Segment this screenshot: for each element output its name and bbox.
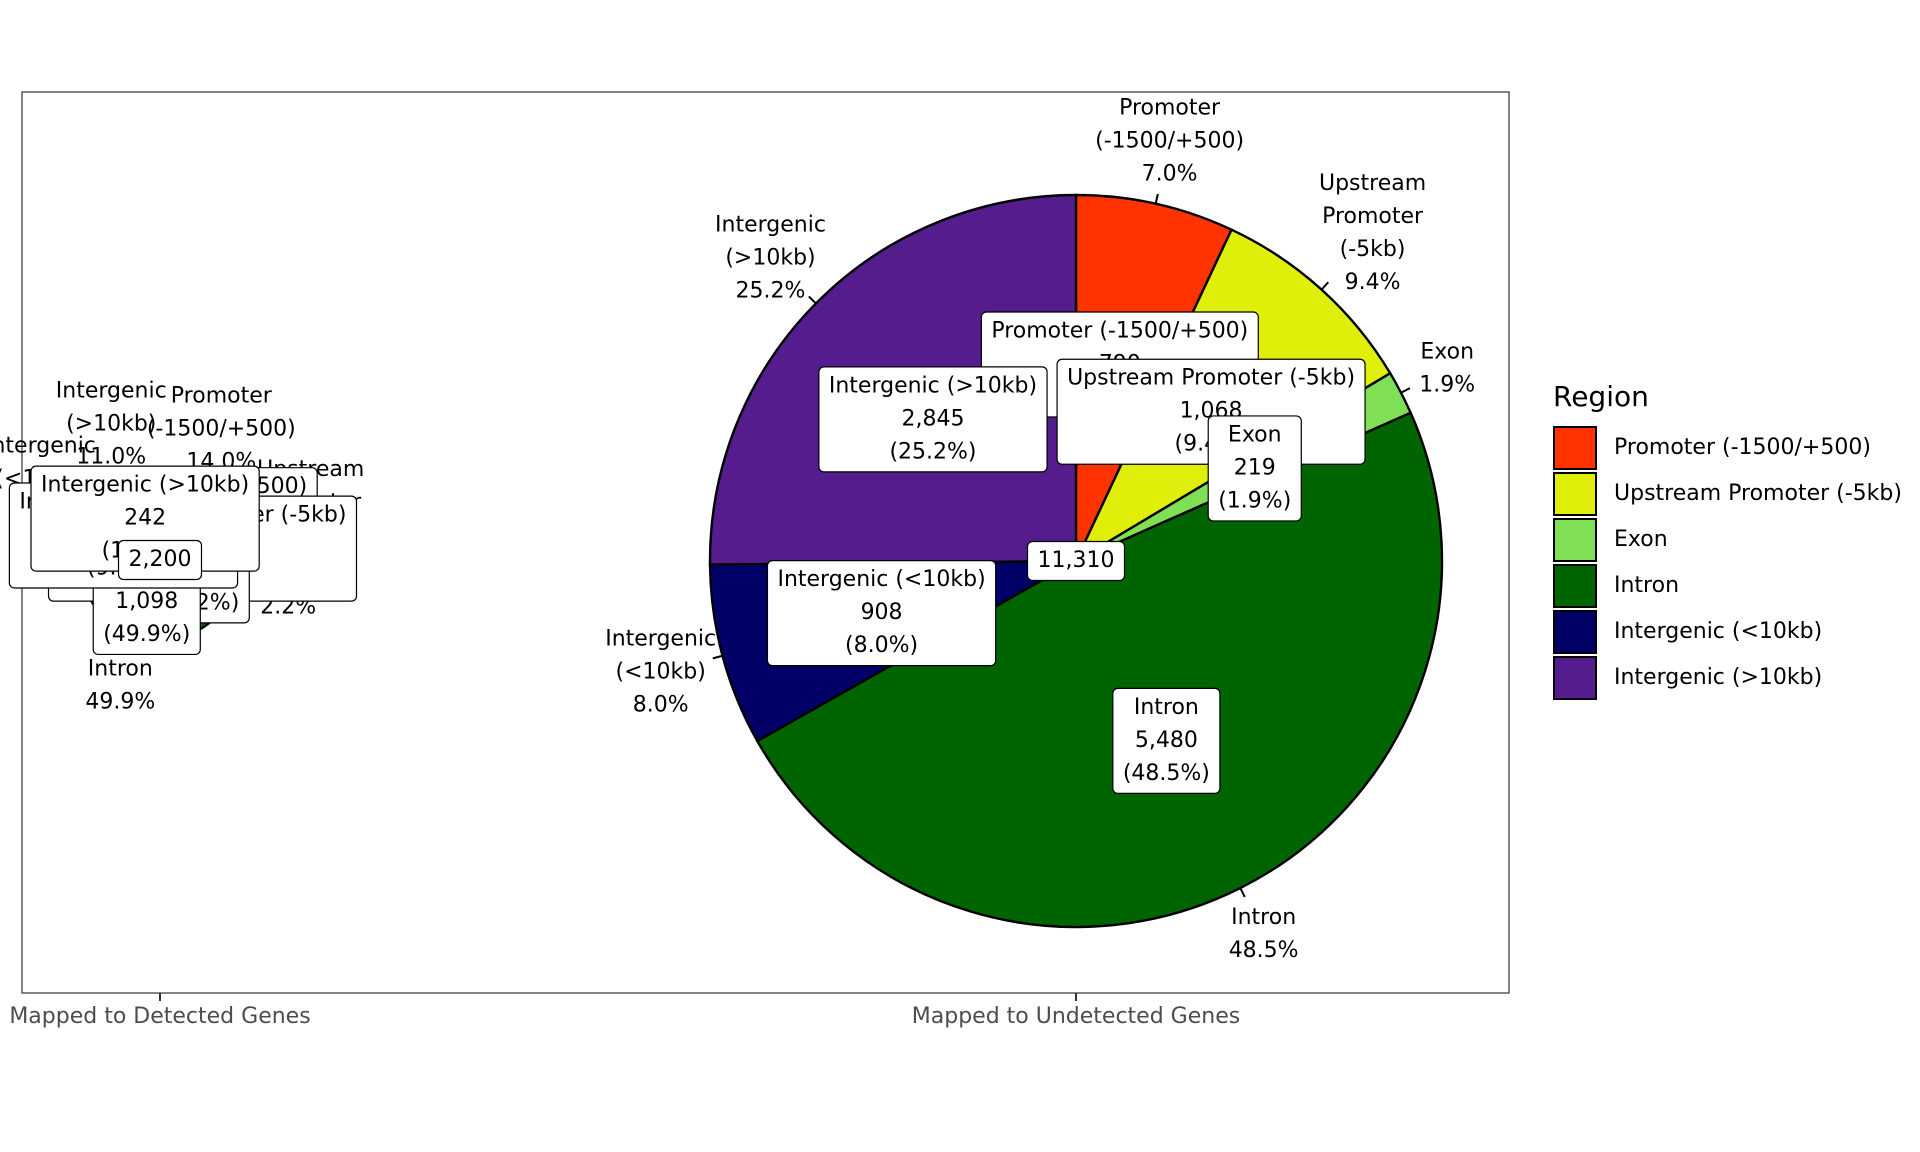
box-label: 5,480	[1135, 728, 1198, 753]
box-label: Intergenic (>10kb)	[829, 373, 1037, 398]
legend-swatch	[1553, 610, 1597, 654]
label-tick	[1154, 193, 1159, 204]
legend-label: Upstream Promoter (-5kb)	[1614, 481, 1902, 506]
box-label: 242	[124, 506, 166, 531]
legend-swatch	[1553, 518, 1597, 562]
pie: Promoter (-1500/+500) 7.0% Upstream Promoter…	[605, 95, 1475, 1029]
label-box: Exon 219 (1.9%)	[1207, 415, 1302, 522]
outer-percent: 49.9%	[85, 689, 155, 714]
box-label: (25.2%)	[889, 439, 976, 464]
pie: Promoter(-1500/+500)14.0%UpstreamPromote…	[0, 379, 364, 1029]
label-box-bg	[117, 539, 203, 581]
outer-label: Intergenic (>10kb)	[715, 212, 826, 270]
box-label: (48.5%)	[1123, 761, 1210, 786]
outer-label: Intron	[88, 656, 153, 681]
legend-swatch	[1553, 656, 1597, 700]
outer-label: Promoter (-1500/+500)	[147, 384, 296, 442]
outer-label: Intergenic(<10kb)	[605, 626, 716, 684]
legend-label: Intergenic (>10kb)	[1614, 665, 1822, 690]
box-label: Intergenic (<10kb)	[777, 567, 985, 592]
box-label: 219	[1234, 455, 1276, 480]
label-tick	[1239, 887, 1246, 898]
label-box-bg	[1207, 415, 1302, 522]
legend-swatch	[1553, 426, 1597, 470]
box-label: 908	[861, 600, 903, 625]
outer-label: Intergenic (>10kb)	[56, 379, 167, 437]
outer-percent: 8.0%	[633, 692, 689, 717]
label-box: Intron 5,480 (48.5%)	[1112, 687, 1221, 794]
box-label: (49.9%)	[103, 622, 190, 647]
legend-label: Intergenic (<10kb)	[1614, 619, 1822, 644]
label-tick	[1320, 281, 1330, 291]
box-label: Promoter (-1500/+500)	[991, 319, 1248, 344]
label-box-bg	[766, 560, 997, 667]
outer-percent: 25.2%	[736, 278, 806, 303]
label-tick	[1400, 387, 1411, 394]
box-label: 1,098	[115, 589, 178, 614]
outer-label: Promoter (-1500/+500)	[1095, 95, 1244, 153]
legend-swatch	[1553, 564, 1597, 608]
label-tick	[712, 654, 723, 660]
outer-label: Intron	[1231, 905, 1296, 930]
label-box-bg	[1026, 540, 1126, 582]
pies: Promoter(-1500/+500)14.0%UpstreamPromote…	[0, 95, 1475, 1029]
outer-percent: 9.4%	[1345, 270, 1401, 295]
outer-percent: 1.9%	[1419, 372, 1475, 397]
legend-label: Exon	[1614, 527, 1668, 552]
outer-label: Exon	[1420, 339, 1474, 364]
outer-percent: 11.0%	[76, 445, 146, 470]
x-tick-label: Mapped to Detected Genes	[9, 1004, 310, 1029]
box-label: Intron	[1134, 695, 1199, 720]
legend: Region Promoter (-1500/+500) Upstream Pro…	[1553, 380, 1902, 700]
box-label: (1.9%)	[1218, 488, 1291, 513]
box-label: 2,845	[901, 406, 964, 431]
x-tick-label: Mapped to Undetected Genes	[912, 1004, 1240, 1029]
label-box: 11,310	[1026, 540, 1126, 582]
box-label: (8.0%)	[845, 633, 918, 658]
label-box: Intergenic (>10kb)242(11.0%)	[30, 465, 260, 572]
label-box-bg	[818, 366, 1048, 473]
label-box: 2,200	[117, 539, 203, 581]
box-label: 11,310	[1038, 548, 1115, 573]
legend-label: Promoter (-1500/+500)	[1614, 435, 1871, 460]
box-label: Upstream Promoter (-5kb)	[1067, 366, 1355, 391]
box-label: Intergenic (>10kb)	[41, 473, 249, 498]
legend-label: Intron	[1614, 573, 1679, 598]
legend-title: Region	[1553, 380, 1649, 413]
label-box: Intergenic (>10kb) 2,845 (25.2%)	[818, 366, 1048, 473]
label-box: Intergenic (<10kb) 908 (8.0%)	[766, 560, 997, 667]
label-tick	[808, 295, 817, 305]
box-label: 2,200	[129, 547, 192, 572]
label-box-bg	[1112, 687, 1221, 794]
box-label: Exon	[1228, 422, 1282, 447]
outer-percent: 48.5%	[1229, 938, 1299, 963]
outer-percent: 7.0%	[1142, 161, 1198, 186]
legend-swatch	[1553, 472, 1597, 516]
